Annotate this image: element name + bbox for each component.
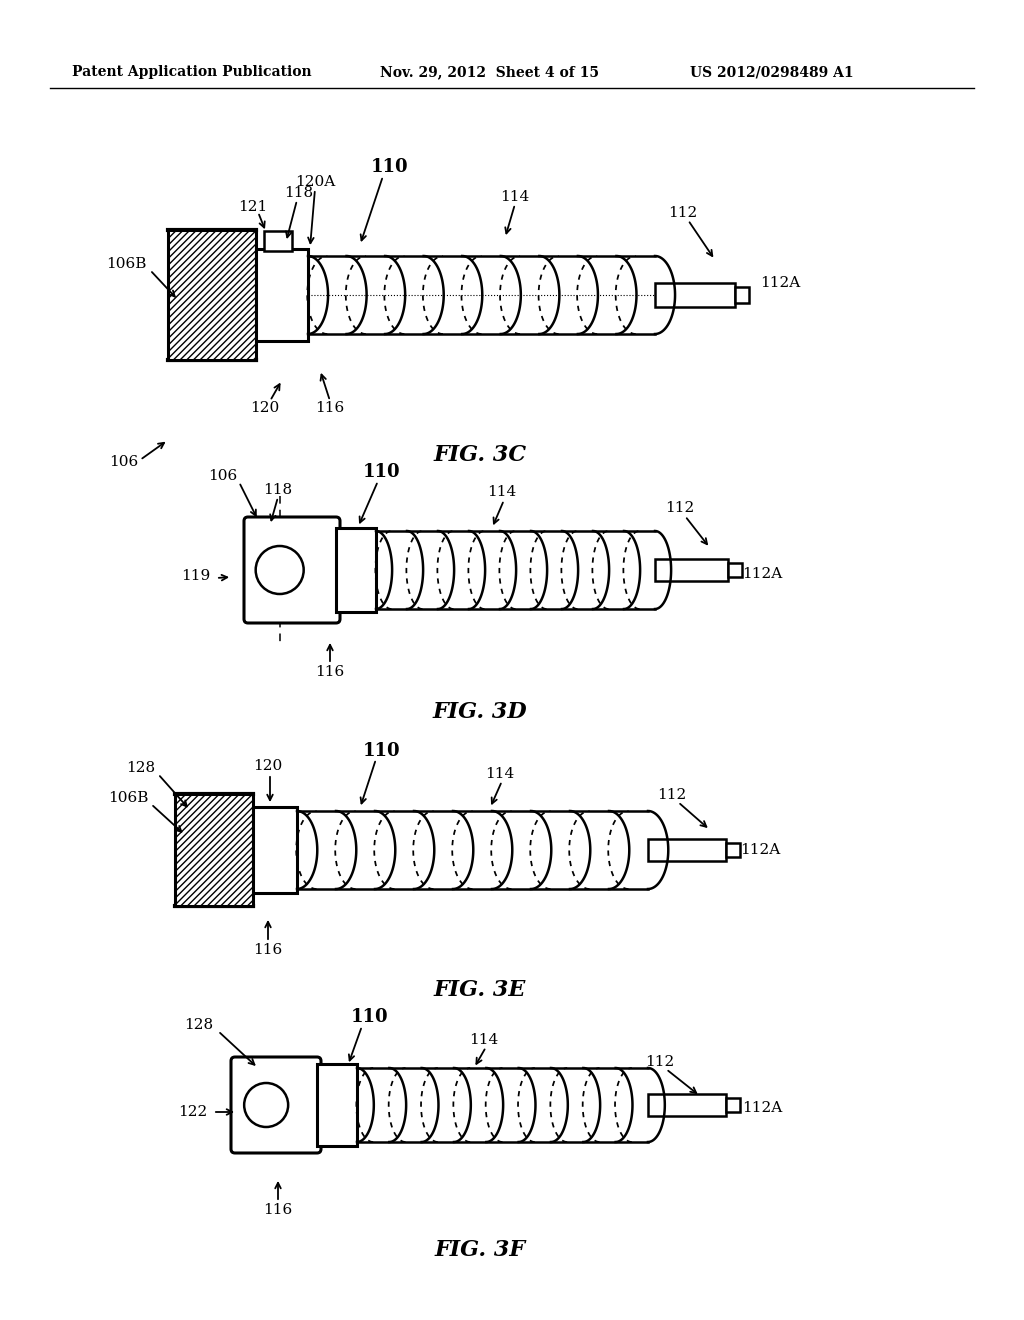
Bar xyxy=(317,1064,357,1146)
Text: 110: 110 xyxy=(371,158,409,176)
Text: 118: 118 xyxy=(263,483,293,498)
Text: 114: 114 xyxy=(501,190,529,205)
Text: FIG. 3F: FIG. 3F xyxy=(434,1239,525,1261)
Text: 114: 114 xyxy=(469,1034,499,1047)
Text: 112A: 112A xyxy=(742,1101,782,1115)
Bar xyxy=(648,840,726,861)
Text: 128: 128 xyxy=(126,762,155,775)
Text: 121: 121 xyxy=(239,201,267,214)
Text: 112: 112 xyxy=(645,1055,675,1069)
Text: 114: 114 xyxy=(485,767,515,781)
Bar xyxy=(336,528,376,612)
Text: 112A: 112A xyxy=(740,843,780,857)
Text: 112A: 112A xyxy=(760,276,800,290)
Text: 120A: 120A xyxy=(295,176,335,189)
Text: 110: 110 xyxy=(364,742,400,760)
Text: 116: 116 xyxy=(315,401,345,414)
Text: 122: 122 xyxy=(178,1105,207,1119)
Text: 110: 110 xyxy=(364,463,400,480)
Text: 106B: 106B xyxy=(106,257,147,271)
Text: 116: 116 xyxy=(253,942,283,957)
FancyBboxPatch shape xyxy=(244,517,340,623)
Bar xyxy=(655,282,735,308)
Bar xyxy=(728,564,742,577)
Text: 120: 120 xyxy=(251,401,280,414)
Bar xyxy=(726,843,740,857)
Text: 112: 112 xyxy=(657,788,687,803)
Text: 120: 120 xyxy=(253,759,283,774)
Text: FIG. 3E: FIG. 3E xyxy=(434,979,526,1001)
Bar xyxy=(655,558,728,581)
Text: 116: 116 xyxy=(263,1203,293,1217)
Bar xyxy=(648,1094,726,1115)
Text: 110: 110 xyxy=(351,1008,389,1026)
Text: 106: 106 xyxy=(109,455,138,469)
Text: Nov. 29, 2012  Sheet 4 of 15: Nov. 29, 2012 Sheet 4 of 15 xyxy=(380,65,599,79)
Text: 114: 114 xyxy=(487,484,517,499)
Bar xyxy=(175,795,253,906)
Text: FIG. 3D: FIG. 3D xyxy=(433,701,527,723)
Text: 112A: 112A xyxy=(742,568,782,581)
Bar xyxy=(726,1098,740,1111)
Text: FIG. 3C: FIG. 3C xyxy=(433,444,526,466)
Bar xyxy=(253,807,297,894)
Text: 112: 112 xyxy=(666,502,694,515)
Text: 118: 118 xyxy=(285,186,313,201)
Text: US 2012/0298489 A1: US 2012/0298489 A1 xyxy=(690,65,854,79)
Text: 106: 106 xyxy=(208,469,237,483)
Text: 119: 119 xyxy=(181,569,210,583)
Bar xyxy=(168,230,256,360)
FancyBboxPatch shape xyxy=(231,1057,321,1152)
Bar xyxy=(256,249,308,341)
Text: Patent Application Publication: Patent Application Publication xyxy=(72,65,311,79)
Text: 106B: 106B xyxy=(108,791,148,805)
Text: 116: 116 xyxy=(315,665,345,678)
Bar xyxy=(264,231,292,251)
Bar xyxy=(735,286,749,304)
Text: 112: 112 xyxy=(669,206,697,220)
Text: 128: 128 xyxy=(184,1018,213,1032)
